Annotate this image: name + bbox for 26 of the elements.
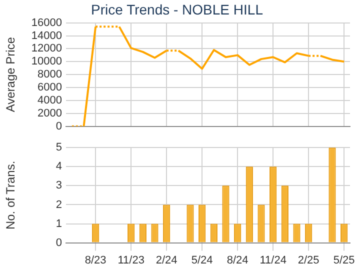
- y-tick-label: 1: [56, 218, 62, 230]
- x-tick-label: 11/24: [260, 254, 286, 266]
- y-tick-label: 14000: [31, 30, 62, 42]
- y-tick-label: 4000: [38, 94, 62, 107]
- y-axis-title: Average Price: [4, 36, 18, 112]
- y-tick-label: 5: [56, 142, 62, 154]
- x-tick-label: 5/24: [191, 254, 213, 266]
- x-tick-label: 5/25: [333, 254, 355, 266]
- y-tick-label: 12000: [31, 42, 62, 55]
- x-tick-label: 2/24: [156, 254, 178, 266]
- y-tick-label: 8000: [38, 68, 62, 81]
- x-tick-label: 2/25: [298, 254, 320, 266]
- y-tick-label: 3: [56, 180, 62, 192]
- y-tick-label: 2000: [38, 107, 62, 120]
- y-tick-label: 2: [56, 198, 62, 211]
- y-tick-label: 16000: [31, 16, 62, 29]
- y-tick-label: 0: [56, 120, 62, 132]
- y-axis-title: No. of Trans.: [4, 160, 18, 230]
- x-tick-label: 8/24: [226, 254, 248, 266]
- y-tick-label: 10000: [31, 56, 62, 68]
- chart-title: Price Trends - NOBLE HILL: [91, 1, 264, 18]
- y-tick-label: 4: [56, 160, 62, 173]
- x-tick-label: 8/23: [84, 254, 106, 266]
- x-tick-label: 11/23: [118, 254, 144, 266]
- y-tick-label: 0: [56, 236, 62, 249]
- y-tick-label: 6000: [38, 82, 62, 94]
